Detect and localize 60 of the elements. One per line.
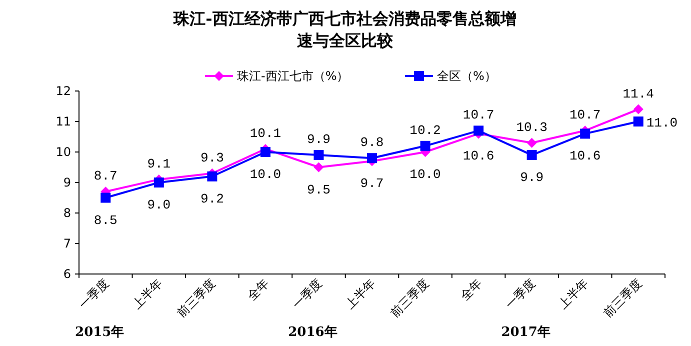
x-tick-label: 上半年 (130, 276, 166, 312)
data-label: 10.0 (250, 167, 282, 182)
y-tick-label: 12 (56, 84, 71, 98)
data-label: 9.7 (360, 176, 384, 192)
point (474, 126, 484, 136)
x-tick-label: 上半年 (556, 276, 592, 312)
point (314, 150, 324, 160)
legend-label: 全区（%） (437, 69, 496, 83)
x-tick-label: 上半年 (342, 276, 378, 312)
point (633, 116, 644, 126)
y-tick-label: 7 (63, 236, 71, 250)
point (100, 192, 111, 203)
point (526, 150, 537, 160)
data-label: 8.5 (94, 212, 118, 228)
x-tick-label: 全年 (244, 276, 272, 304)
data-label: 9.9 (520, 170, 544, 186)
point (420, 140, 430, 151)
point (154, 178, 164, 188)
data-label: 11.4 (622, 86, 654, 102)
data-label: 11.0 (646, 116, 678, 130)
legend-label: 珠江-西江七市（%） (237, 69, 349, 83)
point (367, 153, 377, 164)
point (633, 104, 644, 114)
chart-title: 珠江-西江经济带广西七市社会消费品零售总额增速与全区比较 (172, 9, 516, 50)
x-tick-label: 一季度 (502, 276, 538, 312)
data-label: 9.1 (147, 156, 171, 172)
x-tick-label: 一季度 (76, 276, 112, 312)
data-label: 10.1 (250, 126, 282, 141)
data-label: 8.7 (94, 168, 118, 184)
data-label: 9.2 (200, 191, 224, 206)
y-tick-label: 9 (63, 176, 71, 190)
text: 2016年 (288, 325, 338, 340)
point (207, 171, 218, 182)
point (314, 162, 324, 172)
x-tick-label: 全年 (458, 276, 485, 304)
data-label: 9.5 (307, 182, 330, 198)
data-label: 10.2 (410, 122, 441, 138)
point (260, 147, 270, 157)
data-label: 10.6 (462, 148, 494, 164)
text: 2015年 (75, 325, 124, 340)
data-label: 10.7 (462, 108, 494, 123)
point (526, 138, 537, 148)
text: 2017年 (501, 325, 550, 340)
data-label: 10.0 (410, 167, 441, 182)
data-label: 10.6 (569, 148, 601, 164)
x-tick-label: 前三季度 (174, 276, 218, 320)
x-tick-label: 前三季度 (388, 276, 432, 320)
data-label: 10.3 (516, 120, 548, 135)
data-label: 9.8 (360, 135, 384, 150)
x-tick-label: 前三季度 (600, 276, 644, 320)
data-label: 9.0 (147, 198, 171, 212)
x-tick-label: 一季度 (289, 276, 325, 312)
y-tick-label: 8 (63, 206, 71, 220)
y-tick-label: 6 (63, 267, 71, 281)
data-label: 9.9 (307, 132, 330, 148)
data-label: 10.7 (569, 108, 601, 123)
point (580, 128, 590, 139)
y-tick-label: 10 (56, 145, 71, 159)
y-tick-label: 11 (56, 114, 71, 128)
data-label: 9.3 (200, 150, 224, 166)
